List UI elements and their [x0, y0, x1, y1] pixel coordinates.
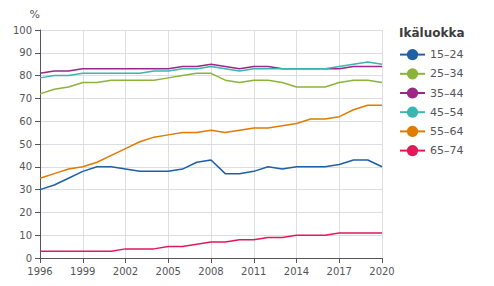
svg-text:0: 0	[26, 253, 32, 264]
svg-text:1996: 1996	[27, 266, 52, 277]
svg-text:65–74: 65–74	[430, 144, 464, 157]
svg-text:Ikäluokka: Ikäluokka	[399, 26, 465, 40]
svg-text:35–44: 35–44	[430, 87, 464, 100]
svg-text:100: 100	[13, 25, 32, 36]
svg-text:60: 60	[19, 116, 32, 127]
svg-text:70: 70	[19, 93, 32, 104]
svg-text:20: 20	[19, 207, 32, 218]
svg-text:40: 40	[19, 161, 32, 172]
svg-text:10: 10	[19, 230, 32, 241]
svg-text:%: %	[30, 8, 40, 21]
svg-text:1999: 1999	[70, 266, 95, 277]
svg-text:25–34: 25–34	[430, 67, 464, 80]
svg-text:2017: 2017	[327, 266, 352, 277]
svg-text:45–54: 45–54	[430, 106, 464, 119]
svg-text:50: 50	[19, 139, 32, 150]
svg-text:2020: 2020	[369, 266, 394, 277]
svg-text:2005: 2005	[156, 266, 181, 277]
svg-text:55–64: 55–64	[430, 125, 464, 138]
svg-text:2008: 2008	[198, 266, 223, 277]
svg-text:30: 30	[19, 184, 32, 195]
svg-text:2011: 2011	[241, 266, 266, 277]
svg-text:15–24: 15–24	[430, 48, 464, 61]
svg-text:80: 80	[19, 70, 32, 81]
svg-text:2002: 2002	[113, 266, 138, 277]
svg-text:90: 90	[19, 47, 32, 58]
svg-text:2014: 2014	[284, 266, 309, 277]
